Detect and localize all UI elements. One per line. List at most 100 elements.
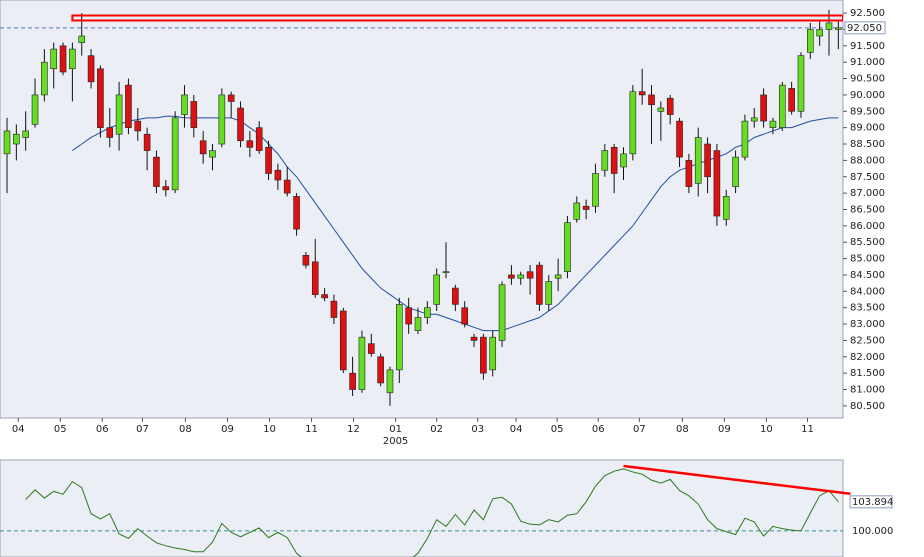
candle-body xyxy=(13,133,20,145)
candle-body xyxy=(405,307,412,325)
candle-body xyxy=(657,107,665,112)
y-tick-label: 91.500 xyxy=(850,41,885,52)
main-plot xyxy=(0,9,843,406)
candle-body xyxy=(638,91,646,96)
candle-body xyxy=(321,294,328,299)
candle-body xyxy=(349,372,356,390)
candle-body xyxy=(106,127,114,138)
candle-body xyxy=(722,196,730,220)
candle-body xyxy=(470,336,478,341)
candle-body xyxy=(788,88,795,112)
candle-body xyxy=(41,61,48,96)
candle-body xyxy=(209,150,216,158)
last-value-label: 103.894 xyxy=(852,497,893,508)
x-tick-label: 04 xyxy=(12,424,25,435)
candle-body xyxy=(554,274,562,279)
candle-body xyxy=(31,94,39,125)
candle-body xyxy=(274,169,282,181)
candle-body xyxy=(171,117,179,191)
y-tick-label: 83.000 xyxy=(850,319,885,330)
candle-body xyxy=(610,146,618,174)
candle-body xyxy=(218,94,226,145)
candle-body xyxy=(732,156,739,187)
candle-body xyxy=(190,101,198,128)
candle-body xyxy=(517,274,525,279)
candle-body xyxy=(237,107,244,142)
candle-body xyxy=(769,120,777,128)
x-tick-label: 01 xyxy=(389,424,402,435)
candle-body xyxy=(526,271,534,279)
candle-body xyxy=(386,369,394,394)
candle-body xyxy=(59,45,67,73)
axes: 80.500 81.000 81.500 82.000 82.500 83.000 83.5… xyxy=(12,8,894,537)
candle-body xyxy=(414,317,422,331)
x-tick-label: 07 xyxy=(633,424,646,435)
candle-body xyxy=(750,117,758,122)
candle-body xyxy=(78,35,86,43)
candle-body xyxy=(760,94,767,122)
candle-body xyxy=(545,281,553,305)
y-tick-label: 89.000 xyxy=(850,123,885,134)
candle-body xyxy=(582,205,590,210)
candle-body xyxy=(685,160,693,187)
candle-body xyxy=(629,91,637,155)
y-tick-label: 85.500 xyxy=(850,237,885,248)
y-tick-label: 92.500 xyxy=(850,8,885,19)
candle-body xyxy=(339,310,347,371)
candle-body xyxy=(564,222,571,272)
candle-body xyxy=(255,127,263,151)
last-value-box xyxy=(849,495,893,509)
y-tick-label: 86.000 xyxy=(850,221,885,232)
x-tick-label: 07 xyxy=(136,424,149,435)
candle-body xyxy=(293,196,300,230)
y-tick-label: 82.500 xyxy=(850,335,885,346)
y-tick-label: 87.500 xyxy=(850,172,885,183)
candle-body xyxy=(536,264,543,305)
candle-body xyxy=(508,274,515,279)
y-tick-label: 100.000 xyxy=(852,526,893,537)
candle-body xyxy=(377,356,384,384)
candle-body xyxy=(592,173,599,207)
x-tick-label: 06 xyxy=(96,424,109,435)
indicator-panel xyxy=(0,459,844,557)
candle-body xyxy=(227,94,235,102)
candle-body xyxy=(601,150,609,171)
candle-body xyxy=(489,336,497,371)
y-tick-label: 88.000 xyxy=(850,155,885,166)
candle-body xyxy=(69,48,76,70)
x-tick-label: 05 xyxy=(551,424,564,435)
candle-body xyxy=(358,336,366,390)
candle-body xyxy=(713,150,721,217)
y-tick-label: 88.500 xyxy=(850,139,885,150)
candle-body xyxy=(50,48,58,70)
y-tick-label: 80.500 xyxy=(850,401,885,412)
x-tick-label: 11 xyxy=(801,424,814,435)
y-tick-label: 84.000 xyxy=(850,286,885,297)
x-tick-label: 10 xyxy=(263,424,276,435)
y-tick-label: 84.500 xyxy=(850,270,885,281)
candle-body xyxy=(704,143,711,178)
candle-body xyxy=(87,55,95,83)
candle-body xyxy=(816,29,823,37)
candle-body xyxy=(676,120,683,158)
last-price-label: 92.050 xyxy=(847,23,882,34)
candle-body xyxy=(283,179,291,194)
y-tick-label: 91.000 xyxy=(850,57,885,68)
candle-body xyxy=(125,84,132,128)
x-tick-label: 06 xyxy=(592,424,605,435)
y-tick-label: 90.500 xyxy=(850,74,885,85)
x-tick-label: 10 xyxy=(760,424,773,435)
y-tick-label: 83.500 xyxy=(850,303,885,314)
y-tick-label: 81.500 xyxy=(850,368,885,379)
candle-body xyxy=(807,29,814,53)
candle-body xyxy=(143,133,151,151)
candle-body xyxy=(452,287,459,305)
candle-body xyxy=(396,304,403,371)
candle-body xyxy=(162,186,170,191)
x-tick-label: 12 xyxy=(347,424,360,435)
y-tick-label: 86.500 xyxy=(850,204,885,215)
candle-body xyxy=(367,343,375,354)
candle-body xyxy=(424,307,431,318)
candle-body xyxy=(3,130,11,155)
